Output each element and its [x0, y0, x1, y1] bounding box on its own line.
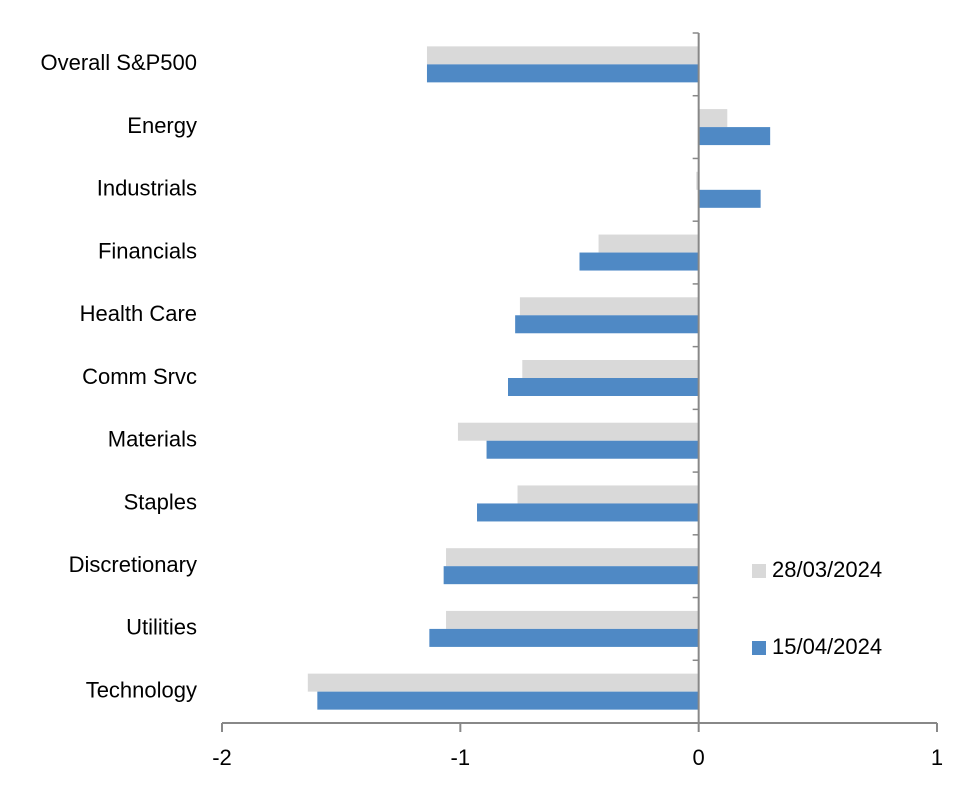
legend-label: 28/03/2024	[772, 557, 882, 582]
bar	[446, 548, 699, 567]
bar	[598, 234, 699, 253]
bar	[426, 64, 699, 83]
y-tick-label: Overall S&P500	[40, 50, 197, 75]
bar	[517, 485, 699, 504]
bar	[446, 610, 699, 629]
bar	[698, 127, 771, 146]
y-tick-label: Health Care	[80, 301, 197, 326]
bar	[515, 315, 699, 334]
x-tick-label: -1	[451, 745, 471, 770]
bar	[579, 252, 699, 271]
bar	[508, 378, 699, 396]
y-tick-label: Comm Srvc	[82, 364, 197, 389]
bar	[698, 109, 728, 128]
bar	[457, 422, 699, 441]
y-tick-label: Discretionary	[69, 552, 197, 577]
bar	[486, 440, 699, 459]
y-tick-label: Financials	[98, 238, 197, 263]
y-tick-label: Technology	[86, 677, 197, 702]
x-tick-label: 1	[931, 745, 943, 770]
bar	[429, 628, 699, 647]
bar	[307, 673, 699, 692]
bar	[519, 297, 699, 316]
bar	[696, 171, 699, 190]
bar	[698, 189, 761, 208]
legend-swatch	[752, 641, 766, 655]
y-tick-label: Materials	[108, 427, 197, 452]
bar	[443, 566, 699, 585]
y-tick-label: Utilities	[126, 615, 197, 640]
bar	[426, 46, 699, 65]
bar	[522, 360, 699, 378]
bar	[317, 691, 699, 710]
y-tick-label: Staples	[124, 489, 197, 514]
y-tick-label: Energy	[127, 113, 197, 138]
legend-label: 15/04/2024	[772, 634, 882, 659]
y-tick-label: Industrials	[97, 176, 197, 201]
legend-swatch	[752, 564, 766, 578]
x-tick-label: 0	[693, 745, 705, 770]
bar	[477, 503, 699, 522]
x-tick-label: -2	[212, 745, 232, 770]
